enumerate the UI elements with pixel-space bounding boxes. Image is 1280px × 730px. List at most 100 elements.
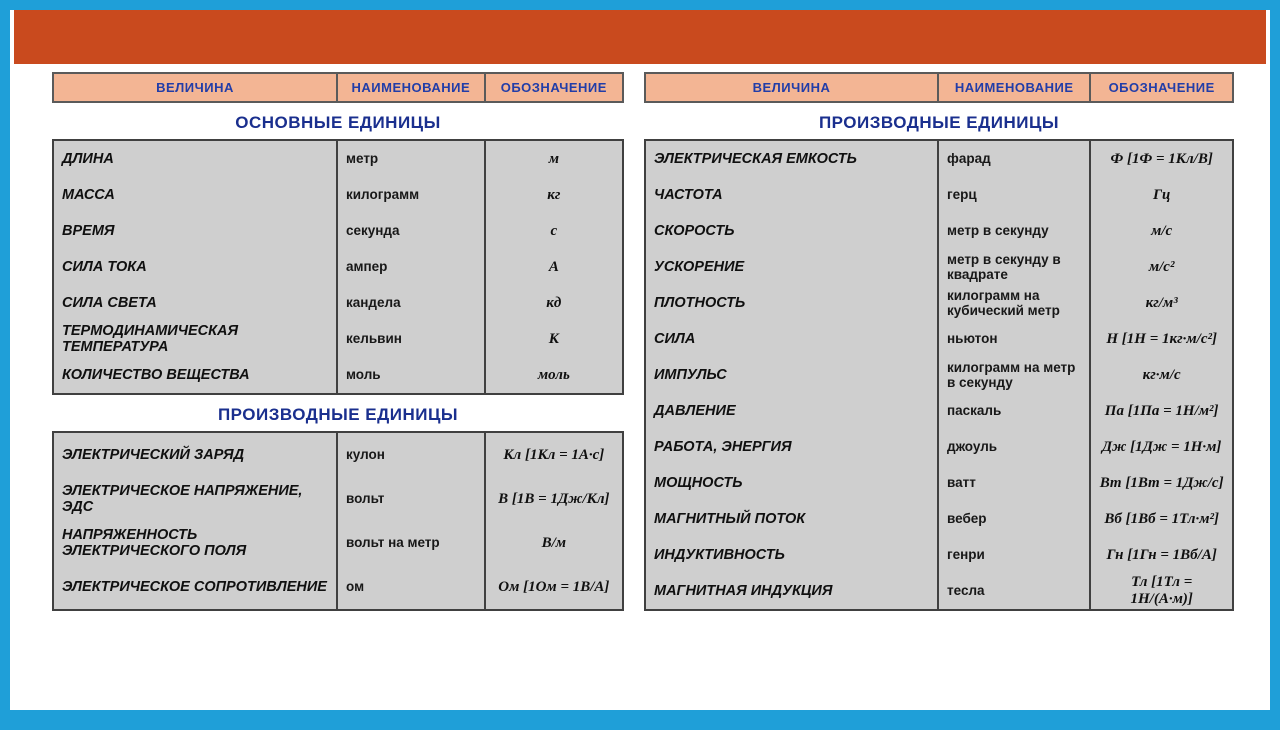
table-cell: килограмм на метр в секунду bbox=[939, 357, 1089, 393]
table-cell: ЧАСТОТА bbox=[646, 177, 937, 213]
table-cell: ЭЛЕКТРИЧЕСКОЕ НАПРЯЖЕНИЕ, ЭДС bbox=[54, 477, 336, 521]
header-quantity: ВЕЛИЧИНА bbox=[54, 74, 338, 101]
table-cell: ЭЛЕКТРИЧЕСКАЯ ЕМКОСТЬ bbox=[646, 141, 937, 177]
table-cell: УСКОРЕНИЕ bbox=[646, 249, 937, 285]
header-designation: ОБОЗНАЧЕНИЕ bbox=[486, 74, 622, 101]
derived-units-table-right: ЭЛЕКТРИЧЕСКАЯ ЕМКОСТЬЧАСТОТАСКОРОСТЬУСКО… bbox=[644, 139, 1234, 611]
col-name: фарадгерцметр в секундуметр в секунду в … bbox=[939, 141, 1091, 609]
col-quantity: ЭЛЕКТРИЧЕСКИЙ ЗАРЯДЭЛЕКТРИЧЕСКОЕ НАПРЯЖЕ… bbox=[54, 433, 338, 609]
table-cell: ньютон bbox=[939, 321, 1089, 357]
table-cell: МАГНИТНАЯ ИНДУКЦИЯ bbox=[646, 573, 937, 609]
table-cell: кг bbox=[486, 177, 622, 213]
col-name: кулонвольтвольт на метром bbox=[338, 433, 486, 609]
table-cell: В [1В = 1Дж/Кл] bbox=[486, 477, 622, 521]
col-designation: мкгcАкдКмоль bbox=[486, 141, 622, 393]
table-cell: НАПРЯЖЕННОСТЬ ЭЛЕКТРИЧЕСКОГО ПОЛЯ bbox=[54, 521, 336, 565]
col-name: метркилограммсекундаамперканделакельвинм… bbox=[338, 141, 486, 393]
table-cell: ДАВЛЕНИЕ bbox=[646, 393, 937, 429]
table-cell: Н [1Н = 1кг·м/с²] bbox=[1091, 321, 1232, 357]
table-cell: c bbox=[486, 213, 622, 249]
content: ВЕЛИЧИНА НАИМЕНОВАНИЕ ОБОЗНАЧЕНИЕ ОСНОВН… bbox=[10, 72, 1270, 617]
table-cell: кельвин bbox=[338, 321, 484, 357]
table-cell: килограмм bbox=[338, 177, 484, 213]
table-cell: моль bbox=[338, 357, 484, 393]
table-cell: м bbox=[486, 141, 622, 177]
table-cell: джоуль bbox=[939, 429, 1089, 465]
column-header-row: ВЕЛИЧИНА НАИМЕНОВАНИЕ ОБОЗНАЧЕНИЕ bbox=[644, 72, 1234, 103]
col-quantity: ДЛИНАМАССАВРЕМЯСИЛА ТОКАСИЛА СВЕТАТЕРМОД… bbox=[54, 141, 338, 393]
table-cell: СИЛА СВЕТА bbox=[54, 285, 336, 321]
table-cell: герц bbox=[939, 177, 1089, 213]
table-cell: моль bbox=[486, 357, 622, 393]
table-cell: ЭЛЕКТРИЧЕСКОЕ СОПРОТИВЛЕНИЕ bbox=[54, 565, 336, 609]
header-name: НАИМЕНОВАНИЕ bbox=[939, 74, 1091, 101]
table-cell: метр в секунду bbox=[939, 213, 1089, 249]
table-cell: метр bbox=[338, 141, 484, 177]
header-quantity: ВЕЛИЧИНА bbox=[646, 74, 939, 101]
table-cell: Кл [1Кл = 1А·с] bbox=[486, 433, 622, 477]
table-cell: МАССА bbox=[54, 177, 336, 213]
section-title-derived-left: ПРОИЗВОДНЫЕ ЕДИНИЦЫ bbox=[52, 401, 624, 431]
col-designation: Кл [1Кл = 1А·с]В [1В = 1Дж/Кл]В/мОм [1Ом… bbox=[486, 433, 622, 609]
table-cell: ДЛИНА bbox=[54, 141, 336, 177]
panel: ВЕЛИЧИНА НАИМЕНОВАНИЕ ОБОЗНАЧЕНИЕ ОСНОВН… bbox=[10, 10, 1270, 710]
header-name: НАИМЕНОВАНИЕ bbox=[338, 74, 486, 101]
table-cell: ПЛОТНОСТЬ bbox=[646, 285, 937, 321]
section-title-base: ОСНОВНЫЕ ЕДИНИЦЫ bbox=[52, 109, 624, 139]
table-cell: ВРЕМЯ bbox=[54, 213, 336, 249]
table-cell: СКОРОСТЬ bbox=[646, 213, 937, 249]
table-cell: кандела bbox=[338, 285, 484, 321]
table-cell: ватт bbox=[939, 465, 1089, 501]
table-cell: Гн [1Гн = 1Вб/А] bbox=[1091, 537, 1232, 573]
table-cell: вольт bbox=[338, 477, 484, 521]
table-cell: кд bbox=[486, 285, 622, 321]
table-cell: ЭЛЕКТРИЧЕСКИЙ ЗАРЯД bbox=[54, 433, 336, 477]
header-designation: ОБОЗНАЧЕНИЕ bbox=[1091, 74, 1232, 101]
right-column: ВЕЛИЧИНА НАИМЕНОВАНИЕ ОБОЗНАЧЕНИЕ ПРОИЗВ… bbox=[644, 72, 1234, 617]
table-cell: вебер bbox=[939, 501, 1089, 537]
table-cell: КОЛИЧЕСТВО ВЕЩЕСТВА bbox=[54, 357, 336, 393]
table-cell: фарад bbox=[939, 141, 1089, 177]
table-cell: Ф [1Ф = 1Кл/В] bbox=[1091, 141, 1232, 177]
table-cell: МОЩНОСТЬ bbox=[646, 465, 937, 501]
table-cell: СИЛА ТОКА bbox=[54, 249, 336, 285]
table-cell: Ом [1Ом = 1В/А] bbox=[486, 565, 622, 609]
col-designation: Ф [1Ф = 1Кл/В]Гцм/см/с²кг/м³Н [1Н = 1кг·… bbox=[1091, 141, 1232, 609]
left-column: ВЕЛИЧИНА НАИМЕНОВАНИЕ ОБОЗНАЧЕНИЕ ОСНОВН… bbox=[52, 72, 624, 617]
table-cell: ИМПУЛЬС bbox=[646, 357, 937, 393]
table-cell: паскаль bbox=[939, 393, 1089, 429]
table-cell: кулон bbox=[338, 433, 484, 477]
table-cell: МАГНИТНЫЙ ПОТОК bbox=[646, 501, 937, 537]
table-cell: К bbox=[486, 321, 622, 357]
table-cell: м/с bbox=[1091, 213, 1232, 249]
table-cell: А bbox=[486, 249, 622, 285]
title-bar bbox=[14, 10, 1266, 64]
table-cell: В/м bbox=[486, 521, 622, 565]
table-cell: Дж [1Дж = 1Н·м] bbox=[1091, 429, 1232, 465]
table-cell: Тл [1Тл = 1Н/(А·м)] bbox=[1091, 573, 1232, 609]
table-cell: килограмм на кубический метр bbox=[939, 285, 1089, 321]
table-cell: Гц bbox=[1091, 177, 1232, 213]
table-cell: РАБОТА, ЭНЕРГИЯ bbox=[646, 429, 937, 465]
table-cell: вольт на метр bbox=[338, 521, 484, 565]
table-cell: Вб [1Вб = 1Тл·м²] bbox=[1091, 501, 1232, 537]
table-cell: метр в секунду в квадрате bbox=[939, 249, 1089, 285]
table-cell: секунда bbox=[338, 213, 484, 249]
table-cell: кг/м³ bbox=[1091, 285, 1232, 321]
table-cell: ИНДУКТИВНОСТЬ bbox=[646, 537, 937, 573]
table-cell: ом bbox=[338, 565, 484, 609]
table-cell: ампер bbox=[338, 249, 484, 285]
table-cell: кг·м/с bbox=[1091, 357, 1232, 393]
col-quantity: ЭЛЕКТРИЧЕСКАЯ ЕМКОСТЬЧАСТОТАСКОРОСТЬУСКО… bbox=[646, 141, 939, 609]
table-cell: Па [1Па = 1Н/м²] bbox=[1091, 393, 1232, 429]
column-header-row: ВЕЛИЧИНА НАИМЕНОВАНИЕ ОБОЗНАЧЕНИЕ bbox=[52, 72, 624, 103]
base-units-table: ДЛИНАМАССАВРЕМЯСИЛА ТОКАСИЛА СВЕТАТЕРМОД… bbox=[52, 139, 624, 395]
table-cell: м/с² bbox=[1091, 249, 1232, 285]
table-cell: генри bbox=[939, 537, 1089, 573]
table-cell: тесла bbox=[939, 573, 1089, 609]
section-title-derived-right: ПРОИЗВОДНЫЕ ЕДИНИЦЫ bbox=[644, 109, 1234, 139]
table-cell: СИЛА bbox=[646, 321, 937, 357]
table-cell: Вт [1Вт = 1Дж/с] bbox=[1091, 465, 1232, 501]
table-cell: ТЕРМОДИНАМИЧЕСКАЯ ТЕМПЕРАТУРА bbox=[54, 321, 336, 357]
derived-units-table-left: ЭЛЕКТРИЧЕСКИЙ ЗАРЯДЭЛЕКТРИЧЕСКОЕ НАПРЯЖЕ… bbox=[52, 431, 624, 611]
